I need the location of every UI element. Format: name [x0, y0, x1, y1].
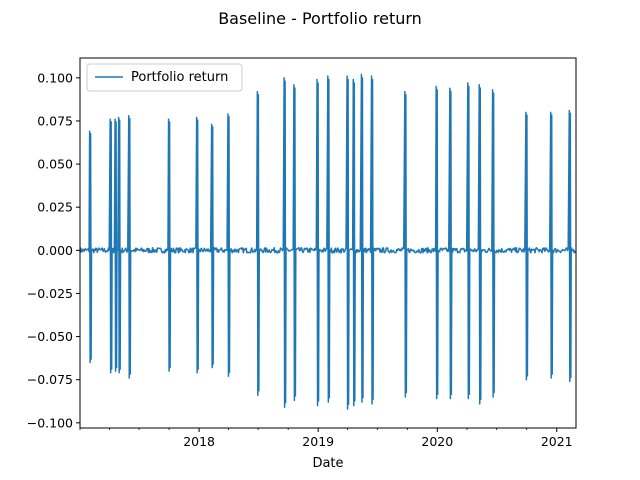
y-tick-label: 0.000: [37, 243, 73, 258]
y-tick-label: −0.100: [27, 415, 73, 430]
y-axis: −0.100 −0.075 −0.050 −0.025 0.000 0.025 0.050 0…: [27, 70, 80, 430]
x-tick-label: 2018: [183, 434, 215, 449]
y-tick-label: 0.050: [37, 157, 73, 172]
y-tick-label: 0.025: [37, 200, 73, 215]
series-layer: [79, 73, 577, 410]
x-tick-label: 2020: [421, 434, 453, 449]
y-tick-label: −0.025: [27, 286, 73, 301]
x-axis: 2018 2019 2020 2021: [79, 428, 573, 449]
x-tick-label: 2021: [541, 434, 573, 449]
legend-label: Portfolio return: [131, 70, 228, 85]
chart-title: Baseline - Portfolio return: [218, 9, 422, 28]
legend: Portfolio return: [86, 63, 243, 92]
plot-area: [79, 57, 577, 429]
y-tick-label: 0.100: [37, 70, 73, 85]
axes-frame: [79, 57, 577, 429]
y-tick-label: −0.050: [27, 329, 73, 344]
series-line-portfolio-return: [79, 73, 577, 410]
x-tick-label: 2019: [302, 434, 334, 449]
legend-box: [86, 63, 243, 92]
y-tick-label: 0.075: [37, 113, 73, 128]
y-tick-label: −0.075: [27, 372, 73, 387]
x-axis-label: Date: [312, 456, 343, 471]
